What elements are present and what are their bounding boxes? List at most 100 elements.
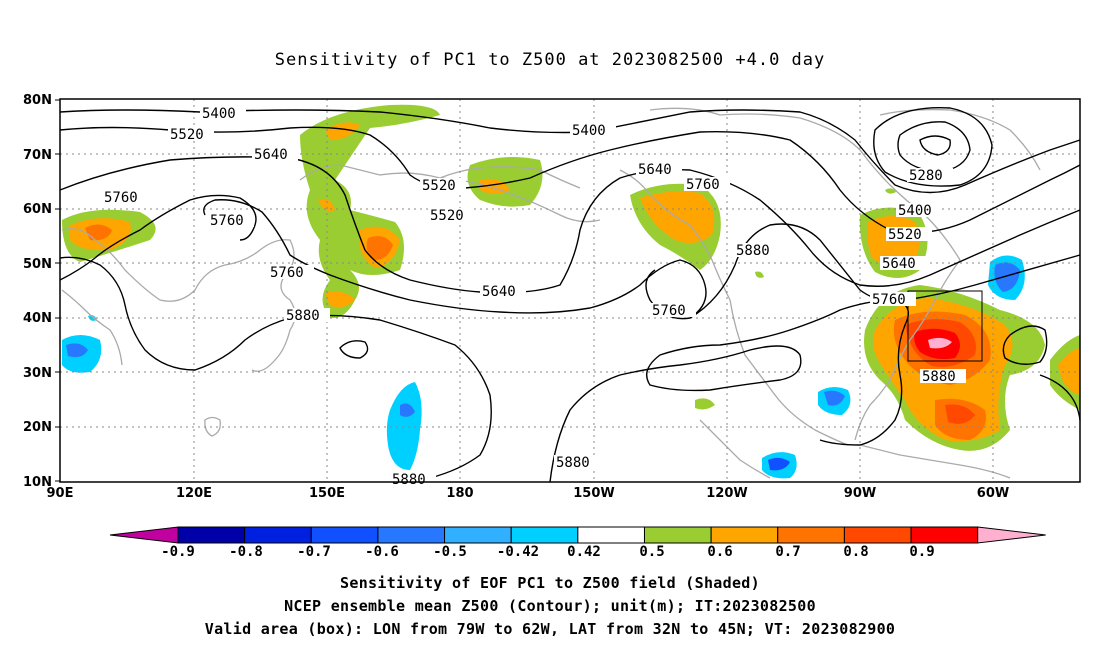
contour-5880c — [339, 340, 369, 359]
contour-5760 — [59, 194, 257, 281]
contour-label: 5280 — [909, 168, 943, 184]
caption-valid-area: Valid area (box): LON from 79W to 62W, L… — [204, 620, 896, 638]
contour-5340b — [919, 135, 951, 156]
contour-label: 5760 — [104, 190, 138, 206]
lon-label: 120W — [706, 486, 747, 501]
lat-label: 50N — [23, 257, 52, 272]
latitude-labels: 80N 70N 60N 50N 40N 30N 20N 10N — [23, 93, 52, 490]
shade-negative — [768, 457, 790, 471]
caption-shaded: Sensitivity of EOF PC1 to Z500 field (Sh… — [340, 574, 760, 592]
shade-negative — [994, 262, 1020, 292]
colorbar-swatch — [244, 526, 312, 544]
contour-label: 5760 — [872, 292, 906, 308]
contour-5880d — [1002, 325, 1048, 365]
contour-5760b — [203, 199, 707, 320]
contour-5640 — [59, 156, 1081, 294]
shade-positive — [885, 188, 896, 194]
colorbar-swatch — [310, 526, 379, 544]
shade-positive — [366, 236, 393, 260]
lat-label: 10N — [23, 475, 52, 490]
colorbar-swatch — [710, 526, 779, 544]
shade-negative — [400, 403, 415, 417]
lat-label: 60N — [23, 202, 52, 217]
shade-negative — [824, 390, 845, 406]
lon-label: 120E — [176, 486, 212, 501]
colorbar-label: 0.9 — [909, 544, 934, 560]
lon-label: 180 — [446, 486, 473, 501]
contour-5520 — [59, 126, 1081, 234]
coastline — [619, 169, 849, 446]
colorbar-label: -0.8 — [229, 544, 263, 560]
colorbar-label: 0.7 — [775, 544, 800, 560]
contour-labels: 5400 5520 5640 5760 5760 5760 5880 5520 … — [102, 106, 966, 488]
shade-positive — [300, 104, 440, 319]
lat-label: 30N — [23, 366, 52, 381]
lat-label: 40N — [23, 311, 52, 326]
plot-frame — [59, 98, 1081, 483]
colorbar — [109, 526, 1046, 544]
contour-label: 5880 — [286, 308, 320, 324]
colorbar-swatch — [977, 526, 1046, 544]
colorbar-swatch — [843, 526, 912, 544]
contour-5880b — [549, 299, 909, 483]
colorbar-swatch — [577, 526, 645, 544]
contour-5400 — [59, 109, 1081, 194]
colorbar-swatch — [444, 526, 512, 544]
colorbar-swatch — [109, 526, 179, 544]
valid-area-box — [907, 290, 983, 362]
gridlines — [60, 99, 1080, 482]
colorbar-swatch — [377, 526, 446, 544]
colorbar-label: -0.7 — [297, 544, 331, 560]
lon-label: 150W — [573, 486, 614, 501]
colorbar-swatch — [910, 526, 979, 544]
shade-positive — [945, 404, 975, 424]
lon-label: 150E — [309, 486, 345, 501]
shade-positive — [318, 198, 335, 212]
colorbar-swatch — [177, 526, 246, 544]
colorbar-label: 0.42 — [567, 544, 601, 560]
colorbar-swatch — [643, 526, 712, 544]
contour-label: 5880 — [922, 369, 956, 385]
contour-label: 5640 — [638, 162, 672, 178]
coastline — [859, 444, 1011, 479]
shade-positive — [695, 398, 715, 410]
lat-label: 20N — [23, 420, 52, 435]
colorbar-label: -0.6 — [365, 544, 399, 560]
z500-contours — [59, 106, 1081, 483]
shade-positive — [928, 337, 952, 349]
colorbar-swatch — [510, 526, 579, 544]
contour-label: 5520 — [430, 208, 464, 224]
coastline — [699, 419, 771, 479]
contour-label: 5880 — [736, 243, 770, 259]
lat-label: 70N — [23, 148, 52, 163]
contour-label: 5760 — [686, 177, 720, 193]
coastline — [61, 289, 123, 366]
colorbar-label: 0.5 — [639, 544, 664, 560]
map-title: Sensitivity of PC1 to Z500 at 2023082500… — [274, 50, 826, 70]
contour-label: 5640 — [882, 256, 916, 272]
lon-label: 60W — [977, 486, 1009, 501]
shade-positive — [325, 122, 360, 140]
shade-positive — [755, 271, 764, 278]
contour-label: 5760 — [270, 265, 304, 281]
lon-label: 90W — [844, 486, 876, 501]
lat-label: 80N — [23, 93, 52, 108]
colorbar-labels: -0.9 -0.8 -0.7 -0.6 -0.5 -0.42 0.42 0.5 … — [161, 544, 935, 560]
contour-label: 5760 — [652, 303, 686, 319]
contour-label: 5880 — [556, 455, 590, 471]
caption-contour: NCEP ensemble mean Z500 (Contour); unit(… — [284, 597, 816, 615]
contour-5280 — [897, 121, 971, 173]
colorbar-label: -0.9 — [161, 544, 195, 560]
colorbar-label: 0.6 — [707, 544, 732, 560]
colorbar-label: -0.42 — [497, 544, 539, 560]
axis-ticks — [55, 99, 60, 482]
colorbar-label: 0.8 — [843, 544, 868, 560]
contour-label: 5760 — [210, 213, 244, 229]
shade-positive — [467, 156, 543, 207]
contour-label: 5400 — [898, 203, 932, 219]
contour-5760c — [689, 223, 1081, 319]
colorbar-swatch — [777, 526, 845, 544]
shade-negative — [66, 343, 88, 358]
contour-5880e — [1039, 374, 1081, 421]
